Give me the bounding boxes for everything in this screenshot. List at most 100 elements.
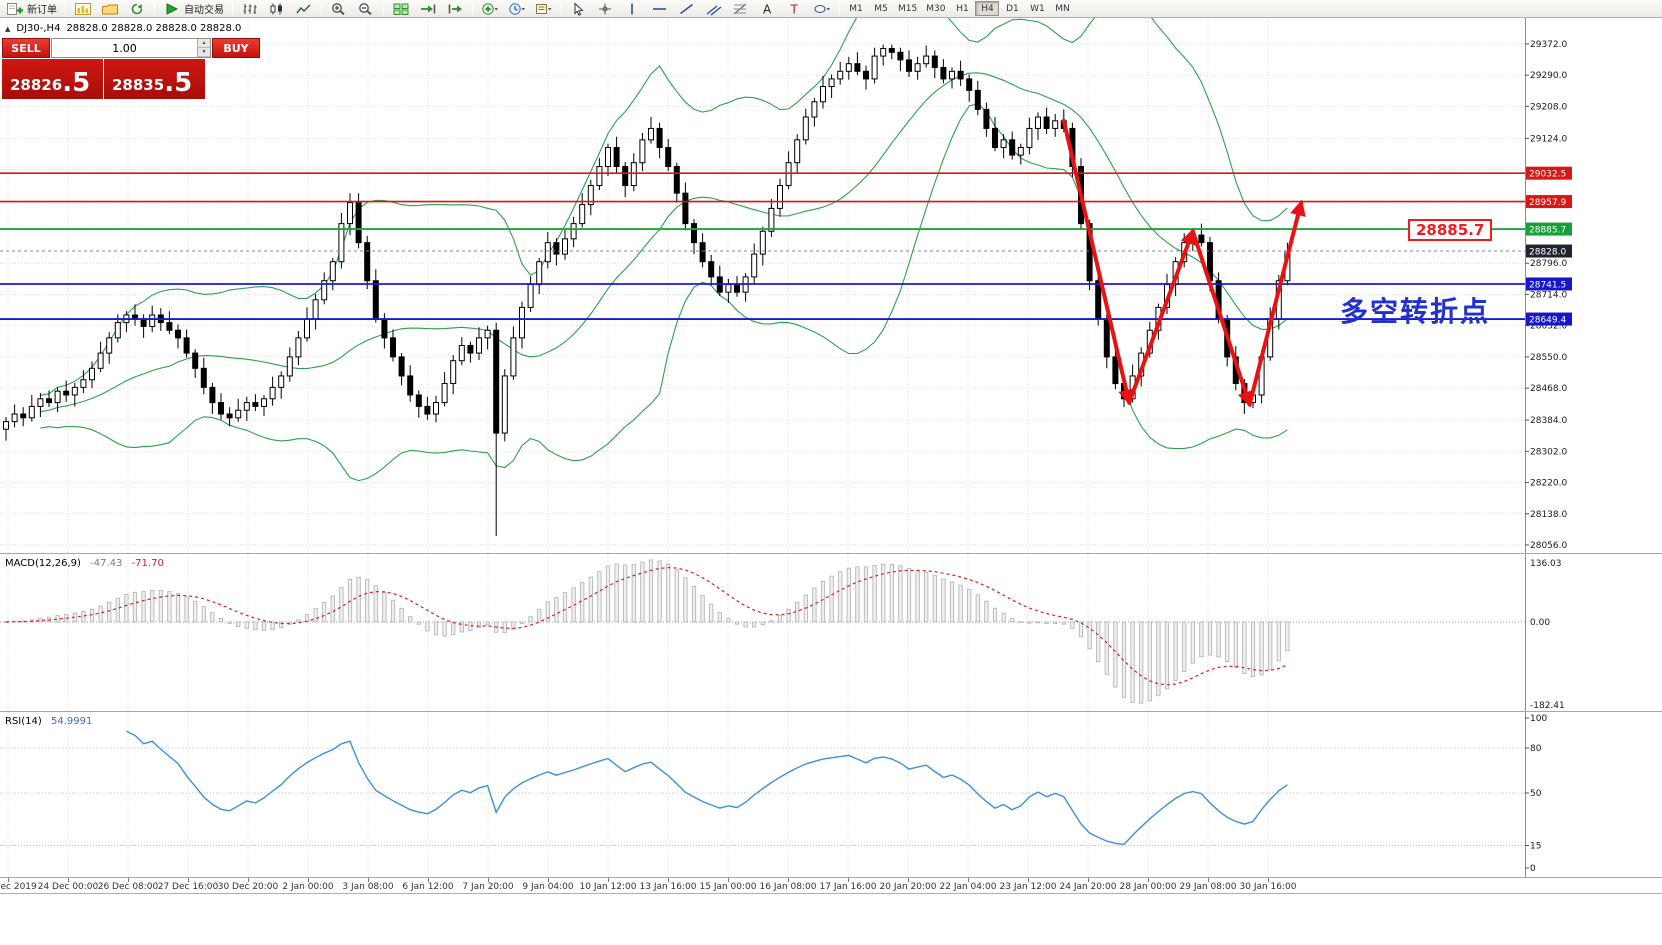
zoom-in-button[interactable] — [326, 1, 352, 17]
trade-panel-top-row: SELL ▲ ▼ BUY — [2, 38, 260, 58]
new-order-button[interactable]: 新订单 — [2, 1, 61, 17]
tile-windows-button[interactable] — [388, 1, 414, 17]
channel-icon — [705, 2, 723, 16]
macd-canvas[interactable]: 136.03 0.00 -182.41 — [0, 554, 1662, 711]
zoom-out-button[interactable] — [353, 1, 379, 17]
buy-price[interactable]: 28835 .5 — [104, 59, 205, 99]
volume-up-button[interactable]: ▲ — [198, 39, 210, 48]
timeframe-m15-button[interactable]: M15 — [894, 1, 921, 16]
volume-down-button[interactable]: ▼ — [198, 48, 210, 57]
line-chart-button[interactable] — [291, 1, 317, 17]
svg-text:T: T — [790, 2, 799, 16]
profiles-icon — [101, 2, 119, 16]
svg-text:80: 80 — [1530, 744, 1542, 754]
main-chart-panel[interactable]: 29372.0 29290.0 29208.0 29124.0 28796.0 28714… — [0, 18, 1662, 554]
macd-panel[interactable]: 136.03 0.00 -182.41 MACD(12,26,9) -47.43 -… — [0, 554, 1662, 712]
bottom-strip — [0, 894, 1662, 945]
tile-windows-icon — [392, 2, 410, 16]
svg-text:28550.0: 28550.0 — [1530, 353, 1567, 363]
macd-signal-value: -71.70 — [131, 558, 164, 569]
shapes-button[interactable] — [809, 1, 835, 17]
channel-button[interactable] — [701, 1, 727, 17]
svg-text:28714.0: 28714.0 — [1530, 290, 1567, 300]
timeframe-h1-button[interactable]: H1 — [950, 1, 974, 16]
svg-text:136.03: 136.03 — [1530, 559, 1562, 569]
main-chart-canvas[interactable]: 29372.0 29290.0 29208.0 29124.0 28796.0 28714… — [0, 18, 1662, 553]
refresh-button[interactable] — [124, 1, 150, 17]
svg-text:28220.0: 28220.0 — [1530, 479, 1567, 489]
auto-scroll-icon — [419, 2, 437, 16]
candlestick-chart-button[interactable] — [264, 1, 290, 17]
time-label: 28 Jan 00:00 — [1119, 882, 1177, 892]
new-order-icon — [6, 2, 24, 16]
time-label: 10 Jan 12:00 — [579, 882, 637, 892]
fibonacci-button[interactable] — [728, 1, 754, 17]
svg-text:29372.0: 29372.0 — [1530, 40, 1567, 50]
time-label: 20 Dec 2019 — [0, 882, 37, 892]
volume-input[interactable] — [52, 39, 197, 57]
vertical-line-button[interactable] — [620, 1, 646, 17]
sell-price[interactable]: 28826 .5 — [2, 59, 103, 99]
time-tick — [908, 878, 909, 882]
time-tick — [128, 878, 129, 882]
svg-text:0.00: 0.00 — [1530, 618, 1550, 628]
time-tick — [188, 878, 189, 882]
timeframe-mn-button[interactable]: MN — [1050, 1, 1074, 16]
svg-text:29124.0: 29124.0 — [1530, 134, 1567, 144]
time-tick — [968, 878, 969, 882]
time-label: 26 Dec 08:00 — [97, 882, 159, 892]
time-label: 22 Jan 04:00 — [939, 882, 997, 892]
indicators-button[interactable] — [477, 1, 503, 17]
buy-price-main: 28835 — [112, 76, 165, 94]
time-tick — [848, 878, 849, 882]
zoom-in-icon — [330, 2, 348, 16]
trade-panel-price-row: 28826 .5 28835 .5 — [2, 59, 205, 99]
crosshair-button[interactable] — [593, 1, 619, 17]
autotrading-button[interactable]: 自动交易 — [159, 1, 228, 17]
rsi-canvas[interactable]: 100 80 50 15 0 — [0, 712, 1662, 877]
toolbar-separator — [154, 2, 155, 15]
label-button[interactable]: T — [782, 1, 808, 17]
profiles-button[interactable] — [97, 1, 123, 17]
shapes-icon — [813, 2, 831, 16]
time-tick — [248, 878, 249, 882]
timeframe-m30-button[interactable]: M30 — [922, 1, 949, 16]
svg-text:-182.41: -182.41 — [1530, 701, 1565, 711]
rsi-title: RSI(14) — [5, 716, 42, 727]
timeframe-h4-button[interactable]: H4 — [975, 1, 1000, 16]
cursor-button[interactable] — [566, 1, 592, 17]
toolbar-separator — [561, 2, 562, 15]
trendline-button[interactable] — [674, 1, 700, 17]
svg-text:28796.0: 28796.0 — [1530, 259, 1567, 269]
templates-button[interactable] — [531, 1, 557, 17]
price-level-label[interactable]: 28885.7 — [1408, 219, 1493, 241]
timeframe-m1-button[interactable]: M1 — [844, 1, 868, 16]
rsi-panel[interactable]: 100 80 50 15 0 RSI(14) 54.9991 — [0, 712, 1662, 878]
timeframe-d1-button[interactable]: D1 — [1000, 1, 1024, 16]
timeframe-w1-button[interactable]: W1 — [1025, 1, 1049, 16]
timeframe-m5-button[interactable]: M5 — [869, 1, 893, 16]
bars-ch[interactable] — [237, 1, 263, 17]
time-label: 17 Jan 16:00 — [819, 882, 877, 892]
horizontal-line-button[interactable] — [647, 1, 673, 17]
time-tick — [608, 878, 609, 882]
periods-icon — [508, 2, 526, 16]
periods-button[interactable] — [504, 1, 530, 17]
text-button[interactable]: A — [755, 1, 781, 17]
toolbar-separator — [472, 2, 473, 15]
one-click-trading-panel: SELL ▲ ▼ BUY 28826 .5 28835 .5 — [2, 38, 260, 99]
chart-shift-button[interactable] — [442, 1, 468, 17]
svg-text:28649.4: 28649.4 — [1529, 316, 1566, 326]
rsi-value: 54.9991 — [50, 716, 93, 727]
auto-scroll-button[interactable] — [415, 1, 441, 17]
buy-button[interactable]: BUY — [212, 38, 260, 58]
time-label: 24 Jan 20:00 — [1059, 882, 1117, 892]
one-click-collapse-icon[interactable]: ▲ — [5, 24, 11, 33]
time-label: 6 Jan 12:00 — [402, 882, 454, 892]
new-chart-button[interactable] — [70, 1, 96, 17]
line-chart-icon — [295, 2, 313, 16]
symbol-timeframe: DJ30-,H4 — [16, 23, 61, 34]
svg-text:0: 0 — [1530, 864, 1536, 874]
sell-button[interactable]: SELL — [2, 38, 50, 58]
